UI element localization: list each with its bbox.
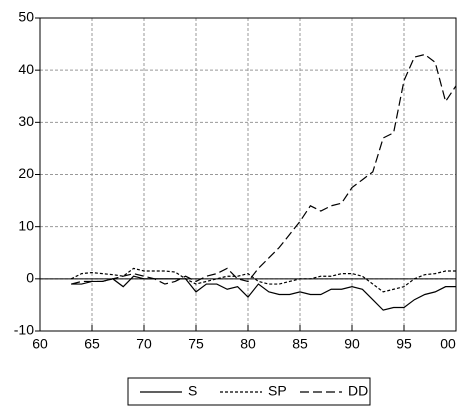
legend-label: SP <box>268 383 287 399</box>
x-tick-label: 70 <box>136 336 152 352</box>
y-tick-label: 0 <box>26 270 34 286</box>
y-tick-label: 20 <box>18 165 34 181</box>
x-tick-label: 95 <box>396 336 412 352</box>
y-tick-label: 30 <box>18 113 34 129</box>
x-tick-label: 00 <box>440 336 456 352</box>
legend-label: S <box>188 383 197 399</box>
y-tick-label: -10 <box>14 322 34 338</box>
legend-label: DD <box>348 383 368 399</box>
plot-frame <box>39 17 457 332</box>
legend: S SP DD <box>127 377 371 406</box>
y-tick-label: 40 <box>18 61 34 77</box>
line-series <box>71 275 456 311</box>
line-series <box>71 53 457 285</box>
y-tick-label: 50 <box>18 9 34 25</box>
y-tick-label: 10 <box>18 217 34 233</box>
x-tick-label: 85 <box>292 336 308 352</box>
x-tick-label: 80 <box>240 336 256 352</box>
x-tick-label: 65 <box>84 336 100 352</box>
x-tick-label: 75 <box>188 336 204 352</box>
x-tick-label: 90 <box>344 336 360 352</box>
x-tick-label: 60 <box>32 336 48 352</box>
